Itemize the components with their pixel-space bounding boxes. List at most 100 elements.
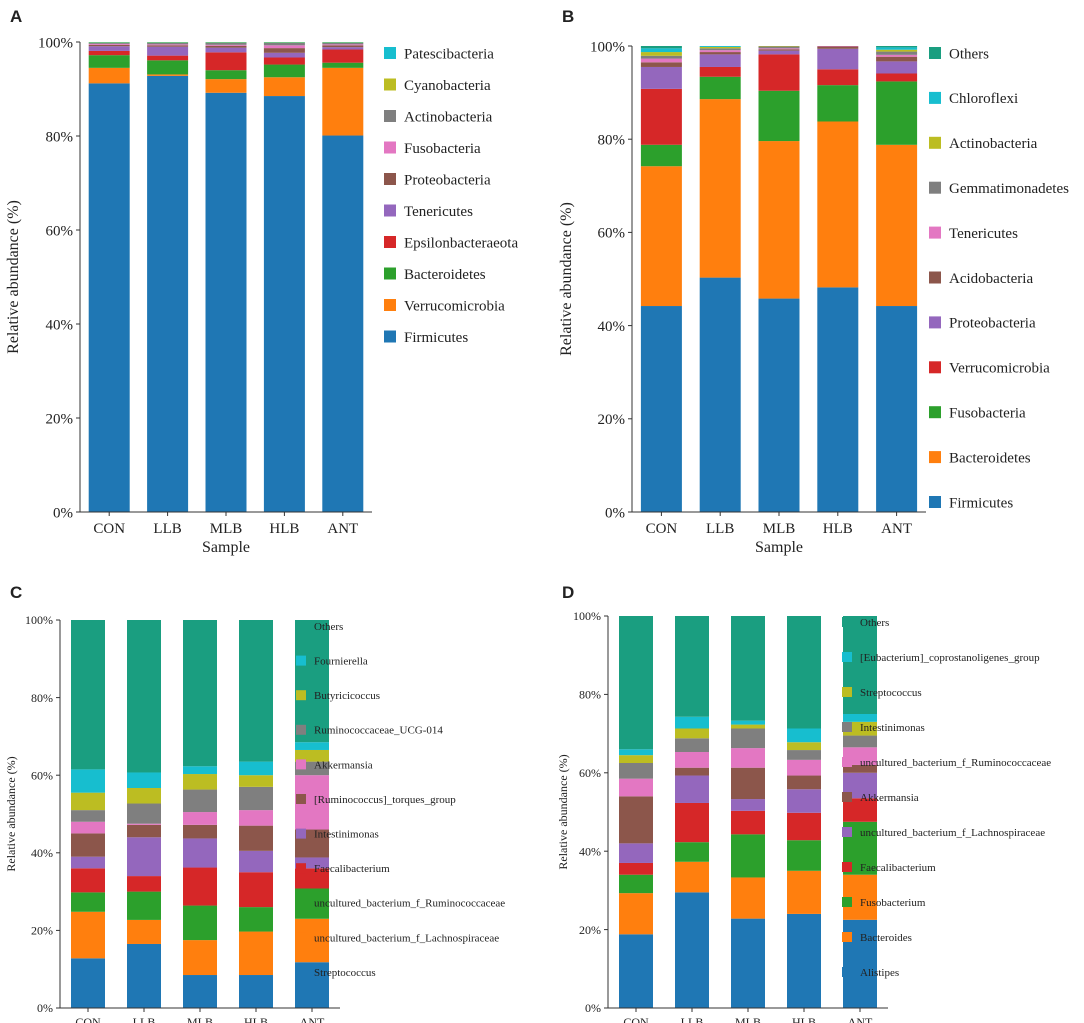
- bar-segment-con-9: [619, 749, 653, 756]
- bar-segment-hlb-2: [787, 840, 821, 871]
- bar-segment-hlb-0: [263, 96, 305, 513]
- bar-segment-con-10: [619, 616, 653, 750]
- legend-label: Fusobacterium: [860, 897, 926, 909]
- legend-label: uncultured_bacterium_f_Ruminococcaceae: [860, 757, 1051, 769]
- bar-segment-ant-2: [322, 62, 364, 68]
- legend-swatch: [842, 652, 852, 662]
- x-tick-label: LLB: [681, 1015, 704, 1023]
- bar-segment-hlb-6: [239, 810, 273, 826]
- bar-segment-hlb-10: [239, 620, 273, 762]
- legend: Others [Eubacterium]_coprostanoligenes_gr…: [842, 617, 1051, 979]
- bar-segment-llb-6: [127, 823, 161, 825]
- legend-label: Akkermansia: [314, 759, 373, 771]
- bar-segment-ant-6: [876, 54, 918, 57]
- bar-segment-con-3: [619, 862, 653, 875]
- bar-segment-mlb-2: [183, 905, 217, 941]
- bar-segment-con-3: [88, 50, 130, 56]
- bar-segment-con-7: [640, 55, 682, 59]
- bar-segment-ant-4: [876, 61, 918, 74]
- bar-segment-con-10: [640, 46, 682, 49]
- bar-segment-con-7: [71, 810, 105, 822]
- x-tick-label: HLB: [823, 521, 853, 537]
- legend-label: Ruminococcaceae_UCG-014: [314, 725, 443, 737]
- bar-segment-mlb-4: [731, 799, 765, 811]
- bar-segment-con-1: [619, 893, 653, 935]
- legend-swatch: [929, 316, 941, 329]
- bar-segment-hlb-6: [787, 759, 821, 776]
- legend-swatch: [384, 330, 396, 343]
- bar-segment-con-4: [71, 856, 105, 869]
- bar-segment-llb-8: [675, 728, 709, 739]
- bar-segment-ant-0: [876, 306, 918, 512]
- bar-segment-ant-9: [876, 47, 918, 50]
- bar-segment-mlb-10: [183, 620, 217, 767]
- bar-segment-hlb-3: [239, 872, 273, 908]
- bar-segment-con-4: [88, 46, 130, 51]
- legend-swatch: [842, 967, 852, 977]
- chart-panel-d: DCONLLBMLBHLBANT0%20%40%60%80%100%Sample…: [556, 583, 1051, 1023]
- legend-label: uncultured_bacterium_f_Lachnospiraceae: [860, 827, 1045, 839]
- legend-swatch: [929, 496, 941, 508]
- legend-label: Streptococcus: [860, 687, 922, 699]
- panel-letter: C: [10, 583, 22, 602]
- bar-segment-hlb-4: [787, 789, 821, 813]
- y-axis-title: Relative abundance (%): [4, 756, 18, 871]
- legend-swatch: [296, 967, 306, 977]
- legend-label: Firmicutes: [404, 330, 468, 346]
- bar-segment-llb-3: [147, 55, 189, 61]
- bar-segment-con-6: [619, 778, 653, 797]
- legend-swatch: [296, 655, 306, 666]
- bar-segment-mlb-8: [731, 724, 765, 729]
- legend-label: uncultured_bacterium_f_Lachnospiraceae: [314, 932, 499, 944]
- x-tick-label: CON: [93, 521, 125, 537]
- legend-swatch: [842, 617, 852, 627]
- bar-segment-mlb-5: [183, 824, 217, 839]
- legend-label: Proteobacteria: [949, 316, 1036, 332]
- bar-segment-hlb-2: [817, 85, 859, 122]
- bar-segment-llb-9: [675, 716, 709, 729]
- bar-segment-ant-5: [322, 45, 364, 48]
- bar-segment-hlb-3: [787, 812, 821, 841]
- bar-segment-hlb-5: [787, 775, 821, 790]
- bar-segment-con-8: [71, 792, 105, 811]
- bar-segment-hlb-10: [787, 616, 821, 729]
- panel-letter: B: [562, 7, 574, 26]
- bar-segment-mlb-1: [205, 79, 247, 93]
- legend-label: Fournierella: [314, 655, 368, 667]
- legend-label: Cyanobacteria: [404, 78, 491, 94]
- legend-swatch: [296, 621, 306, 631]
- bar-segment-mlb-3: [731, 810, 765, 835]
- bar-segment-llb-7: [699, 48, 741, 51]
- legend: Others Fournierella Butyricicoccus Ruminoco…: [296, 621, 505, 979]
- bar-segment-ant-3: [295, 868, 329, 889]
- legend-swatch: [296, 863, 306, 874]
- y-tick-label: 100%: [25, 613, 53, 627]
- legend-swatch: [842, 757, 852, 767]
- legend-swatch: [929, 406, 941, 419]
- bar-segment-llb-4: [147, 46, 189, 56]
- bar-segment-con-6: [640, 58, 682, 63]
- legend-swatch: [842, 897, 852, 907]
- bar-segment-ant-2: [876, 81, 918, 145]
- bar-segment-ant-7: [322, 42, 364, 45]
- bar-segment-hlb-4: [263, 52, 305, 58]
- legend-label: Fusobacteria: [949, 405, 1026, 421]
- bar-segment-ant-7: [876, 51, 918, 55]
- legend-swatch: [929, 226, 941, 239]
- bar-segment-hlb-5: [817, 46, 859, 49]
- bar-segment-con-0: [71, 958, 105, 1008]
- bar-segment-mlb-8: [183, 774, 217, 790]
- y-tick-label: 0%: [605, 505, 625, 521]
- legend-swatch: [384, 141, 396, 154]
- bar-segment-mlb-0: [205, 92, 247, 512]
- legend-swatch: [384, 299, 396, 311]
- y-tick-label: 80%: [579, 688, 601, 702]
- bar-segment-mlb-7: [731, 728, 765, 749]
- legend-label: Others: [949, 46, 989, 62]
- legend-swatch: [929, 361, 941, 374]
- bar-segment-llb-2: [699, 76, 741, 100]
- bar-segment-mlb-5: [758, 49, 800, 51]
- bar-segment-mlb-4: [183, 838, 217, 868]
- bar-segment-llb-10: [127, 620, 161, 773]
- bar-segment-hlb-4: [239, 850, 273, 873]
